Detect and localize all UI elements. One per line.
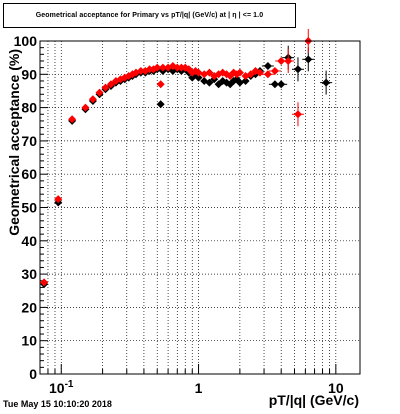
data-point — [284, 56, 293, 65]
y-tick-label: 20 — [21, 299, 37, 315]
data-point — [235, 78, 244, 87]
data-point — [235, 68, 244, 77]
data-point — [81, 103, 90, 112]
y-axis-ticks: 0 10 20 30 40 50 60 70 80 90 100 — [14, 33, 48, 382]
y-tick-label: 0 — [29, 366, 37, 382]
data-point — [246, 70, 255, 79]
series-red — [40, 29, 315, 287]
data-point — [277, 56, 286, 65]
data-series — [40, 29, 333, 289]
data-point — [293, 65, 302, 74]
data-point — [156, 100, 165, 109]
data-point — [54, 195, 63, 204]
y-tick-label: 40 — [21, 233, 37, 249]
data-point — [293, 110, 302, 119]
data-point — [101, 83, 110, 92]
data-point — [156, 80, 165, 89]
x-tick-label: 10 — [328, 380, 344, 396]
data-point — [68, 115, 77, 124]
x-axis-label: pT/|q| (GeV/c) — [269, 392, 359, 408]
y-tick-label: 50 — [21, 200, 37, 216]
plot-frame — [39, 40, 361, 375]
grid-lines — [39, 41, 360, 374]
y-tick-label: 60 — [21, 166, 37, 182]
data-point — [194, 68, 203, 77]
data-point — [158, 63, 167, 72]
data-point — [241, 76, 250, 85]
data-point — [153, 63, 162, 72]
data-point — [136, 66, 145, 75]
y-tick-label: 90 — [21, 66, 37, 82]
x-tick-label: 10-1 — [49, 379, 74, 396]
data-point — [194, 73, 203, 82]
y-tick-label: 80 — [21, 100, 37, 116]
timestamp: Tue May 15 10:10:20 2018 — [3, 399, 112, 409]
data-point — [173, 63, 182, 72]
data-point — [205, 68, 214, 77]
data-point — [304, 55, 313, 64]
x-axis-ticks: 10-1 1 10 — [39, 364, 344, 396]
series-black — [40, 45, 333, 289]
chart-title-box: Geometrical acceptance for Primary vs pT… — [3, 3, 296, 28]
y-tick-label: 100 — [14, 33, 38, 49]
y-tick-label: 10 — [21, 333, 37, 349]
data-point — [277, 80, 286, 89]
data-point — [251, 66, 260, 75]
data-point — [263, 70, 272, 79]
y-axis-label: Geometrical acceptance (%) — [6, 49, 22, 236]
data-point — [270, 80, 279, 89]
x-tick-label: 1 — [195, 380, 203, 396]
y-tick-label: 30 — [21, 266, 37, 282]
data-point — [322, 78, 331, 87]
data-point — [106, 80, 115, 89]
data-point — [40, 278, 49, 287]
data-point — [205, 78, 214, 87]
data-point — [88, 95, 97, 104]
chart-title: Geometrical acceptance for Primary vs pT… — [35, 12, 264, 19]
data-point — [263, 61, 272, 70]
data-point — [270, 66, 279, 75]
data-point — [95, 88, 104, 97]
y-tick-label: 70 — [21, 133, 37, 149]
